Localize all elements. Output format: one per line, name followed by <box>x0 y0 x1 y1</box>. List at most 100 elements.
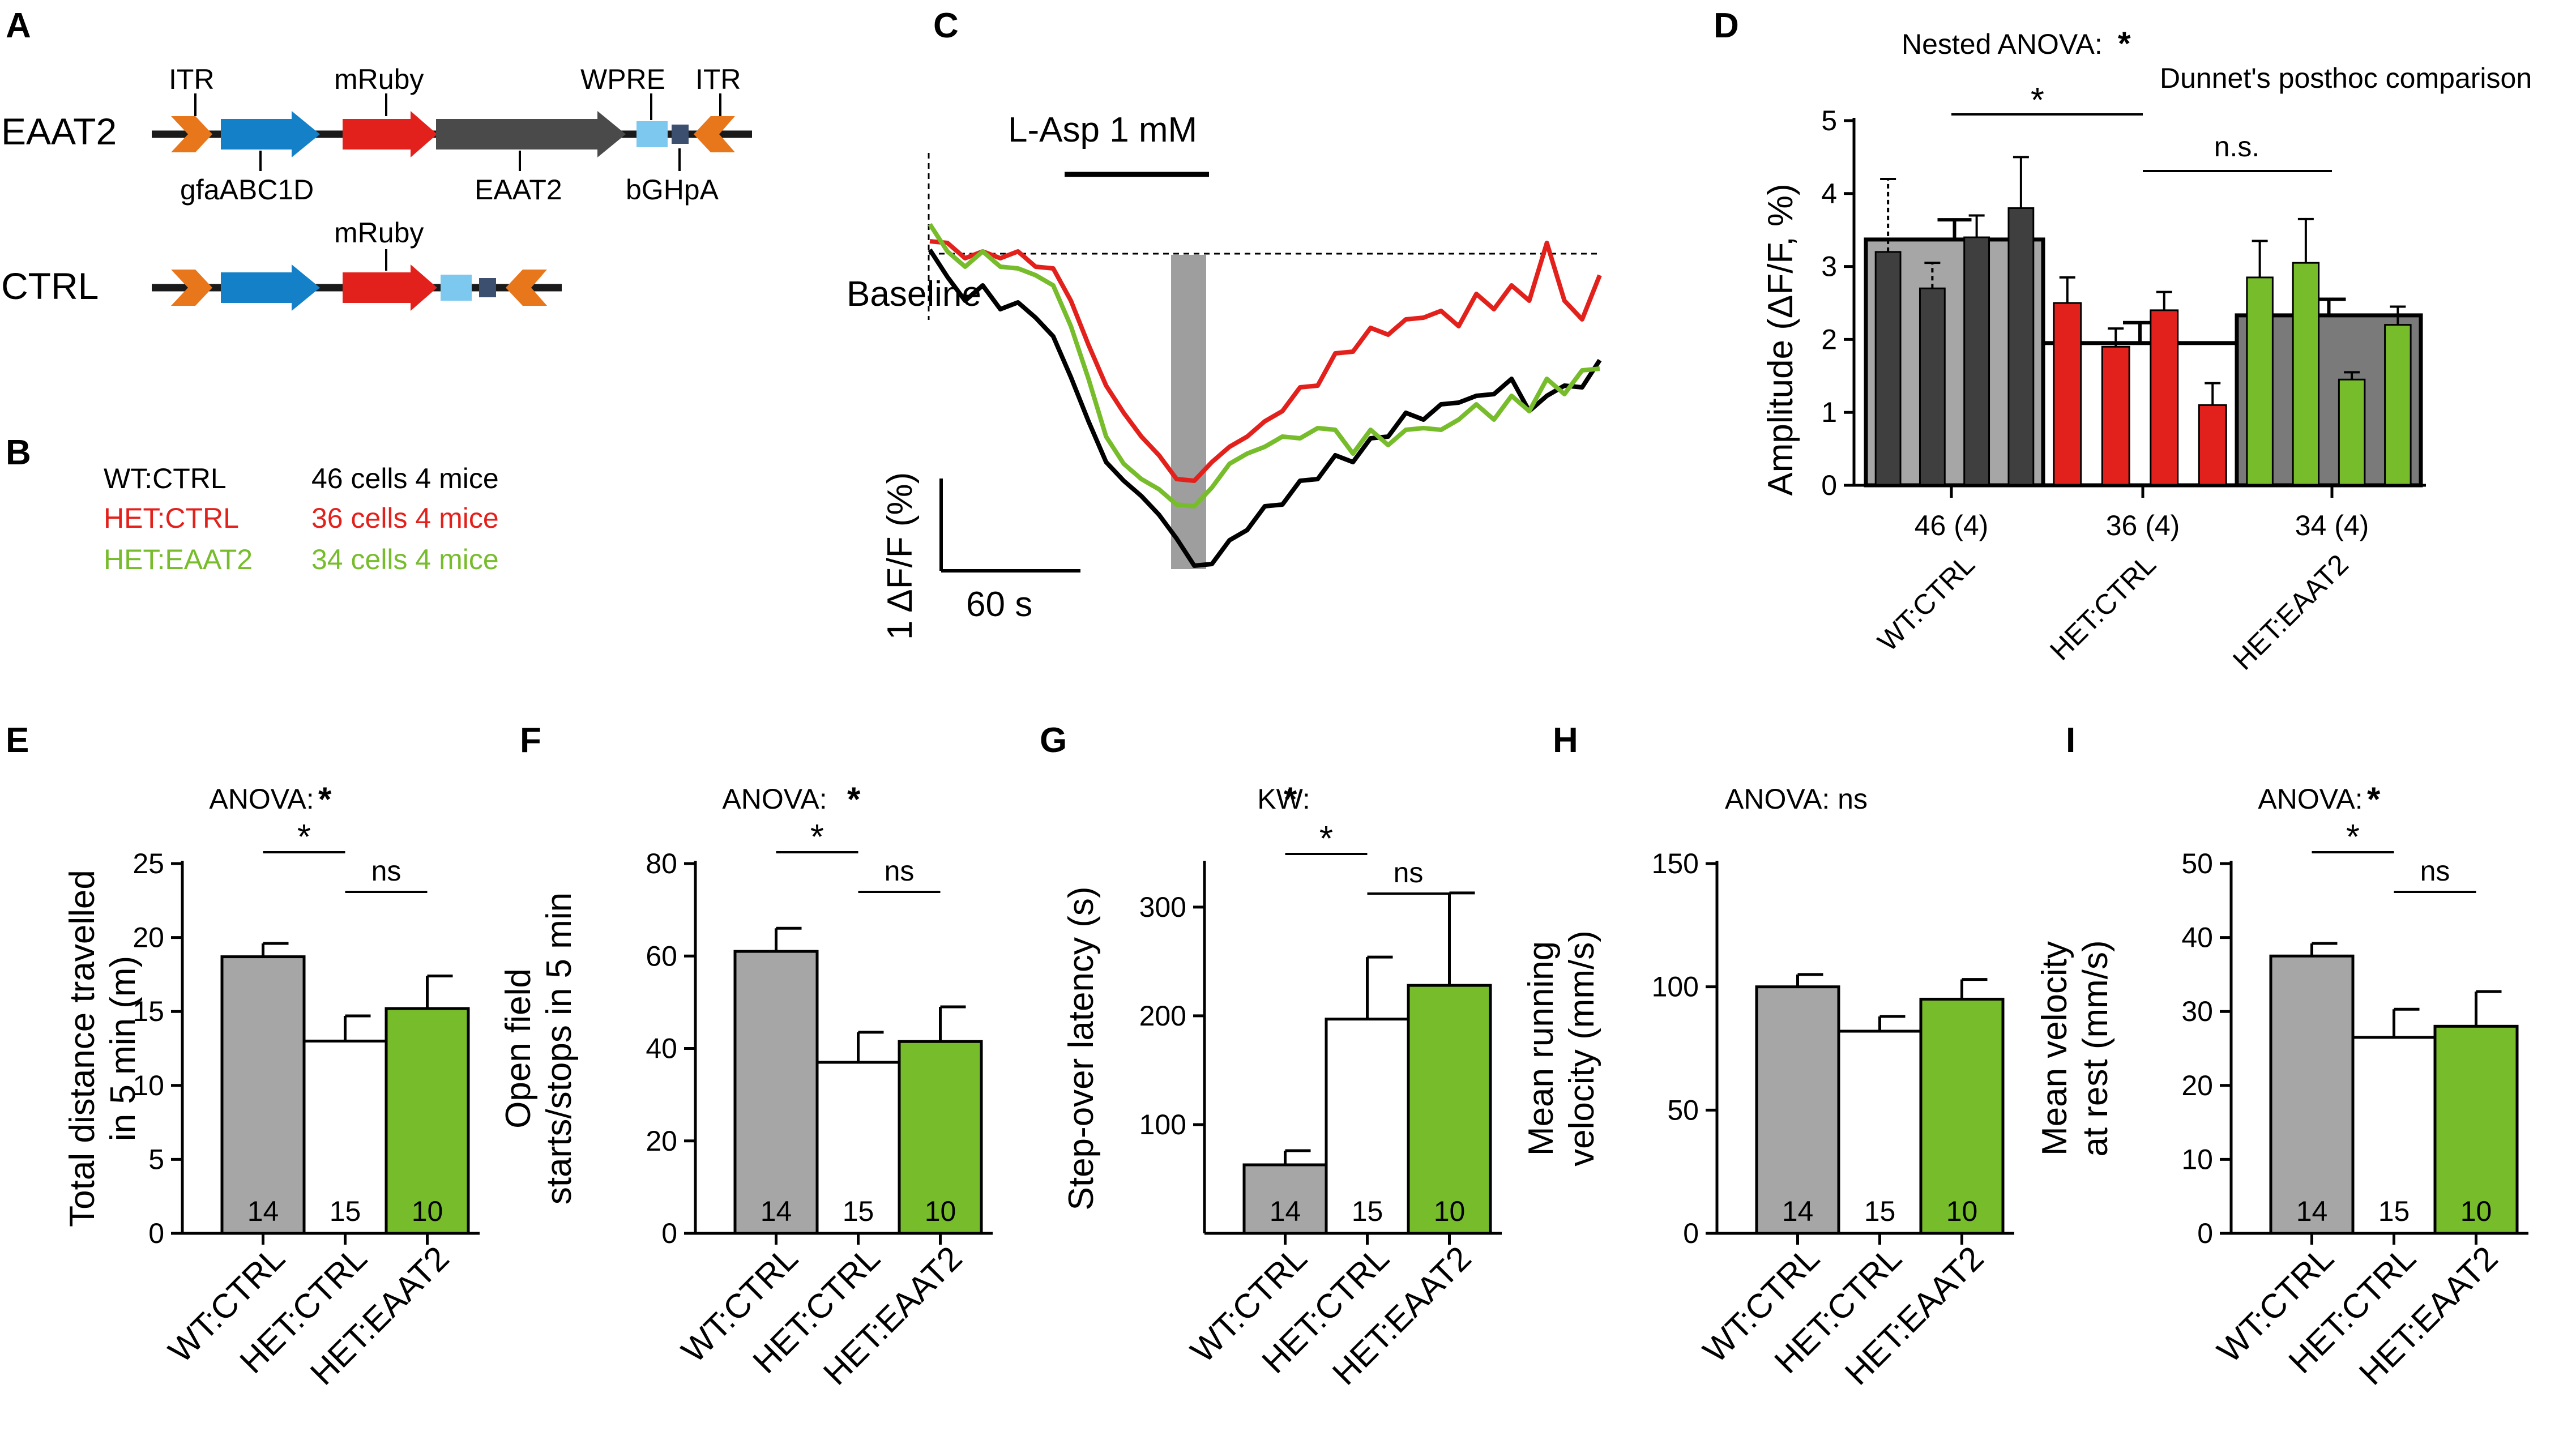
d-mouse-bar <box>2007 207 2035 486</box>
y-axis-label: in 5 min (m) <box>104 956 143 1141</box>
panel-d-chart: Nested ANOVA: * Dunnet's posthoc compari… <box>1761 25 2532 676</box>
bar-n-label: 15 <box>843 1195 874 1227</box>
test-label: KW: <box>1257 783 1310 815</box>
ctrl-wpre-box <box>441 275 472 301</box>
gfaabc1d-label: gfaABC1D <box>180 174 314 206</box>
sig-star: * <box>2346 818 2360 857</box>
d-mouse-bar <box>1963 236 1990 486</box>
bar-wt-ctrl <box>733 950 819 1235</box>
test-label: ANOVA: <box>209 783 314 815</box>
bar-n-label: 15 <box>1864 1195 1896 1227</box>
d-mouse-bar <box>2246 276 2274 486</box>
d-ytick: 0 <box>1821 469 1837 501</box>
ctrl-bghpa-box <box>479 278 496 297</box>
itr-right-label: ITR <box>695 63 741 95</box>
d-mouse-bar <box>2338 378 2366 486</box>
y-tick-label: 10 <box>2181 1143 2213 1175</box>
y-tick-label: 0 <box>1683 1217 1699 1249</box>
bar-n-label: 14 <box>247 1195 279 1227</box>
legend-group-wt-ctrl: WT:CTRL <box>104 463 227 494</box>
y-tick-label: 100 <box>1139 1109 1186 1140</box>
panel-letter-d: D <box>1714 6 1739 45</box>
d-yticks: 0 1 2 3 4 5 <box>1821 105 1837 501</box>
y-tick-label: 20 <box>2181 1070 2213 1101</box>
panel-letter-b: B <box>6 433 31 472</box>
peak-shading <box>1171 255 1206 569</box>
sig-star: * <box>810 818 824 857</box>
y-tick-label: 5 <box>148 1143 164 1175</box>
bar-n-label: 15 <box>2378 1195 2410 1227</box>
legend-n-het-ctrl: 36 cells 4 mice <box>311 502 499 534</box>
eaat2-construct-label: EAAT2 <box>1 110 117 152</box>
legend-n-het-eaat2: 34 cells 4 mice <box>311 544 499 575</box>
mruby-arrow <box>343 111 437 157</box>
panel-f-chart: 14WT:CTRL15HET:CTRL10HET:EAAT2020406080O… <box>499 780 993 1392</box>
nested-anova-star: * <box>2118 25 2131 62</box>
ctrl-itr-left-arrow <box>171 270 212 306</box>
d-n-label-het-ctrl: 36 (4) <box>2106 510 2180 541</box>
d-ns-label: n.s. <box>2214 131 2260 163</box>
y-tick-label: 50 <box>2181 848 2213 879</box>
trace-line-wt-ctrl <box>928 248 1602 568</box>
panel-i-chart: 14WT:CTRL15HET:CTRL10HET:EAAT20102030405… <box>2035 780 2528 1392</box>
d-ytick: 2 <box>1821 323 1837 355</box>
bar-het-eaat2 <box>2433 1024 2519 1235</box>
y-tick-label: 300 <box>1139 891 1186 923</box>
y-axis-label: velocity (mm/s) <box>1562 930 1601 1167</box>
y-tick-label: 10 <box>133 1070 164 1101</box>
ctrl-gfaabc1d-arrow <box>221 264 320 311</box>
itr-right-arrow <box>694 116 735 152</box>
y-axis-label: Open field <box>499 968 538 1129</box>
d-mouse-bar <box>1874 251 1902 486</box>
d-n-label-wt: 46 (4) <box>1915 510 1989 541</box>
y-tick-label: 20 <box>133 922 164 954</box>
itr-left-arrow <box>171 116 212 152</box>
d-ylabel: Amplitude (ΔF/F, %) <box>1761 183 1800 495</box>
d-mouse-bar <box>2292 262 2320 486</box>
gfaabc1d-arrow <box>221 111 320 157</box>
test-label: ANOVA: <box>2258 783 2363 815</box>
d-mouse-bar <box>2384 324 2412 486</box>
y-axis-label: at rest (mm/s) <box>2076 940 2115 1156</box>
bar-wt-ctrl <box>2269 954 2355 1235</box>
panel-letters: A B C D E F G H I <box>6 6 2075 760</box>
ns-label: ns <box>1394 857 1424 888</box>
ctrl-itr-right-arrow <box>506 270 547 306</box>
y-tick-label: 15 <box>133 996 164 1027</box>
bghpa-box <box>672 125 689 144</box>
y-tick-label: 25 <box>133 848 164 879</box>
y-tick-label: 30 <box>2181 996 2213 1027</box>
legend-group-het-eaat2: HET:EAAT2 <box>104 544 253 575</box>
bar-n-label: 10 <box>925 1195 956 1227</box>
y-tick-label: 20 <box>646 1125 677 1157</box>
bar-n-label: 14 <box>761 1195 792 1227</box>
bghpa-label: bGHpA <box>626 174 719 206</box>
d-ytick: 4 <box>1821 178 1837 210</box>
wpre-label: WPRE <box>580 63 665 95</box>
panel-letter-i: I <box>2066 721 2075 760</box>
bar-n-label: 10 <box>412 1195 443 1227</box>
panel-letter-a: A <box>6 6 31 45</box>
legend-group-het-ctrl: HET:CTRL <box>104 502 239 534</box>
y-tick-label: 50 <box>1667 1094 1699 1126</box>
bar-n-label: 10 <box>2460 1195 2492 1227</box>
d-n-label-het-eaat2: 34 (4) <box>2295 510 2369 541</box>
panel-letter-c: C <box>933 6 959 45</box>
y-tick-label: 80 <box>646 848 677 879</box>
trace-line-het-ctrl <box>929 239 1602 483</box>
bar-wt-ctrl <box>220 955 306 1235</box>
d-group-label-het-eaat2: HET:EAAT2 <box>2227 548 2355 676</box>
legend-n-wt-ctrl: 46 cells 4 mice <box>311 463 499 494</box>
y-tick-label: 40 <box>646 1033 677 1065</box>
panel-letter-e: E <box>6 721 29 760</box>
panel-letter-f: F <box>520 721 541 760</box>
wpre-box <box>636 121 668 147</box>
mruby-label: mRuby <box>334 63 424 95</box>
test-label: ANOVA: ns <box>1725 783 1868 815</box>
behavior-bar-panels: 14WT:CTRL15HET:CTRL10HET:EAAT20510152025… <box>63 780 2528 1392</box>
test-label: ANOVA: <box>722 783 827 815</box>
nested-anova-label: Nested ANOVA: <box>1902 28 2103 60</box>
ns-label: ns <box>2420 855 2450 887</box>
panel-g-chart: 14WT:CTRL15HET:CTRL10HET:EAAT2100200300S… <box>1062 780 1502 1392</box>
